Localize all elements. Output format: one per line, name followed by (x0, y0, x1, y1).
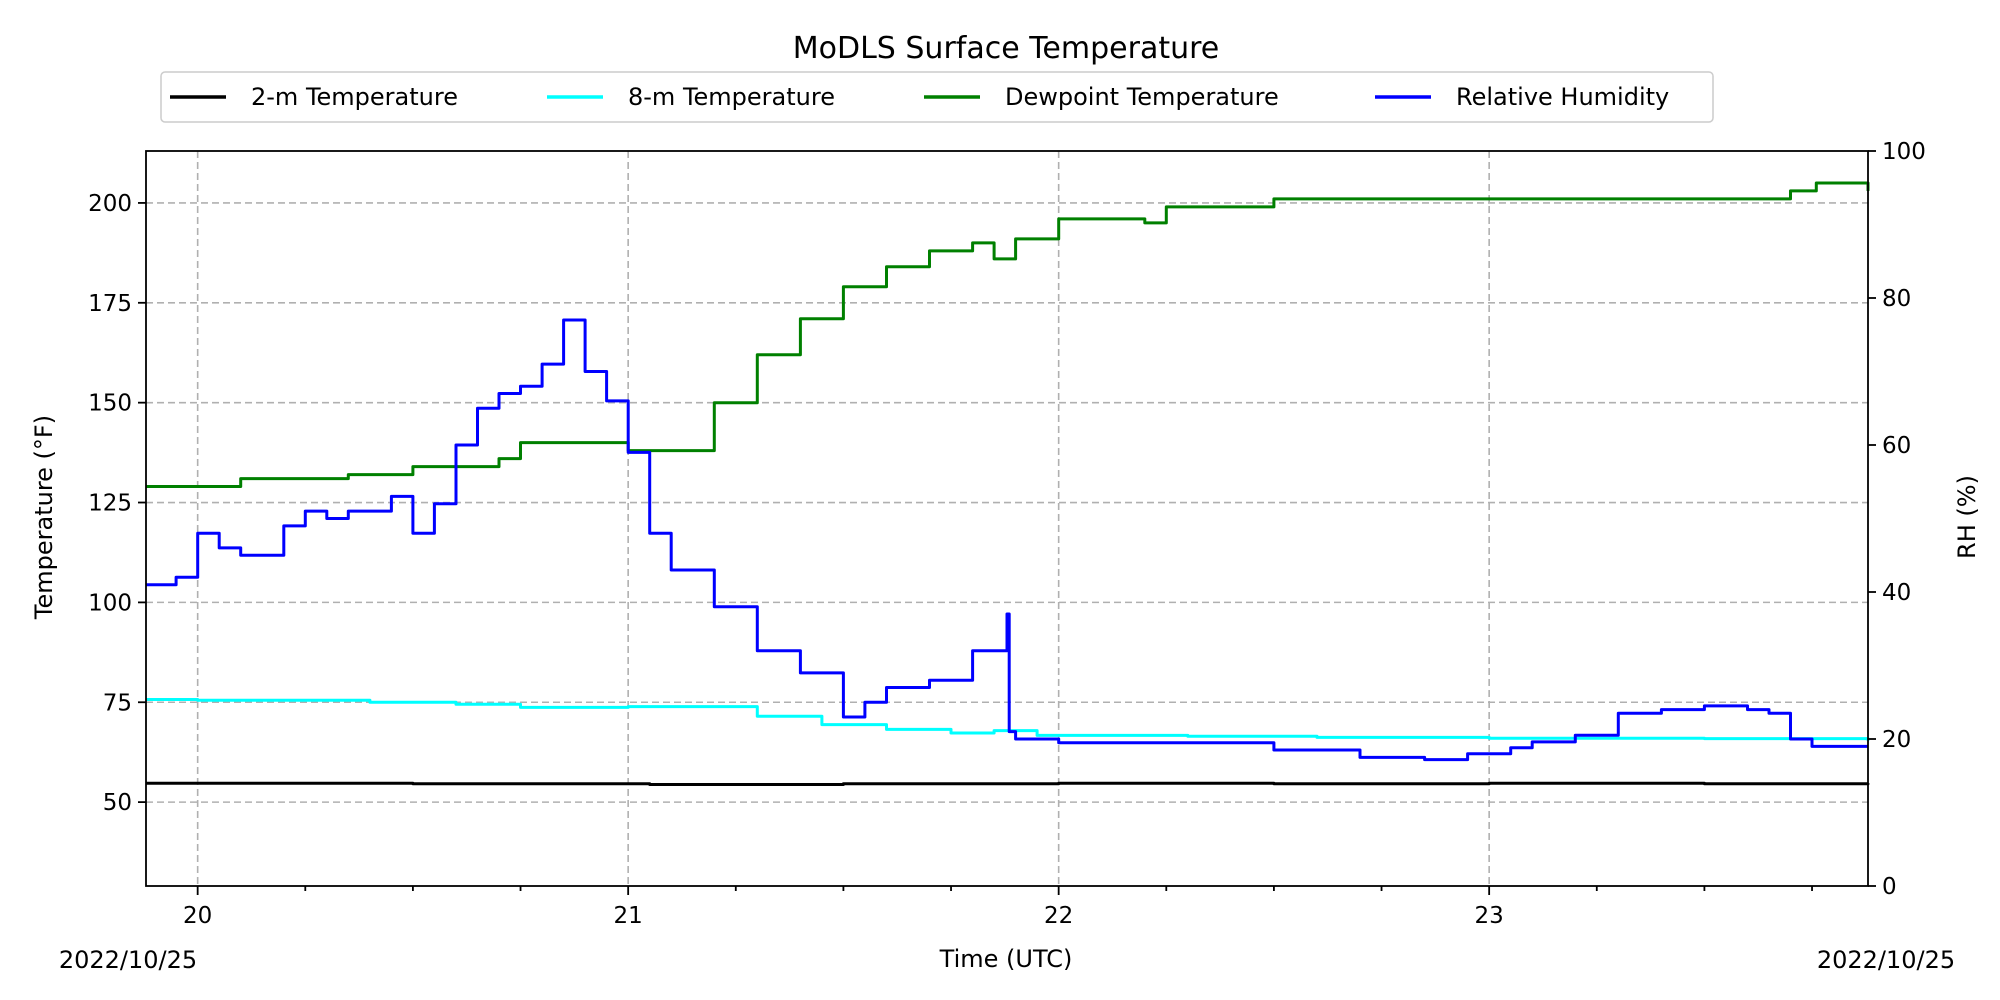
y-axis-left-title: Temperature (°F) (30, 415, 58, 620)
y-right-tick-label: 60 (1882, 433, 1911, 459)
grid (146, 151, 1868, 886)
series-line-8-m-temperature (146, 698, 1870, 741)
y-right-tick-label: 40 (1882, 580, 1911, 606)
y-left-tick-label: 175 (88, 291, 132, 317)
series-line-dewpoint-temperature (146, 181, 1870, 488)
chart-title: MoDLS Surface Temperature (793, 31, 1220, 66)
y-left-tick-label: 150 (88, 391, 132, 417)
y-left-tick-label: 200 (88, 191, 132, 217)
x-start-date-label: 2022/10/25 (59, 946, 197, 974)
x-axis-title: Time (UTC) (939, 945, 1073, 973)
x-tick-label: 23 (1475, 903, 1504, 929)
x-tick-label: 22 (1044, 903, 1073, 929)
y-left-tick-label: 50 (103, 790, 132, 816)
y-left-tick-label: 125 (88, 491, 132, 517)
legend-label: Relative Humidity (1456, 83, 1669, 111)
y-left-tick-label: 75 (103, 690, 132, 716)
legend-label: Dewpoint Temperature (1005, 83, 1279, 111)
x-end-date-label: 2022/10/25 (1817, 946, 1955, 974)
legend: 2-m Temperature 8-m Temperature Dewpoint T… (160, 71, 1714, 123)
x-tick-label: 21 (614, 903, 643, 929)
axes: 50 75 100 125 150 175 200 0 20 40 60 80 100 20 21 22 23 (88, 139, 1926, 929)
y-left-tick-label: 100 (88, 590, 132, 616)
legend-label: 8-m Temperature (628, 83, 835, 111)
y-right-tick-label: 100 (1882, 139, 1926, 165)
y-right-tick-label: 0 (1882, 874, 1897, 900)
plot-frame (145, 150, 1869, 887)
series-layer (146, 181, 1870, 786)
y-right-tick-label: 80 (1882, 286, 1911, 312)
series-line-relative-humidity (146, 318, 1868, 762)
series-line-2-m-temperature (146, 781, 1870, 786)
y-right-tick-label: 20 (1882, 727, 1911, 753)
y-axis-right-title: RH (%) (1953, 475, 1981, 559)
legend-label: 2-m Temperature (251, 83, 458, 111)
x-tick-label: 20 (183, 903, 212, 929)
